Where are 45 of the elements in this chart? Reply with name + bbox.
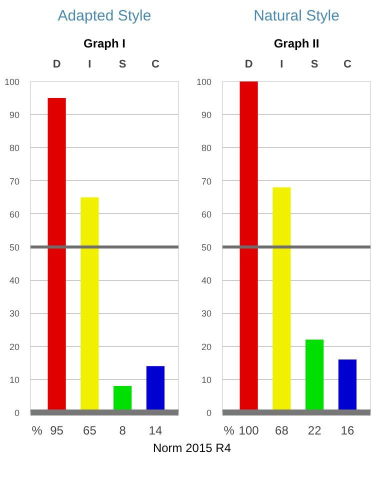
x-tick-label: S (118, 58, 126, 70)
y-tick-label: 40 (9, 276, 20, 286)
y-tick-label: 80 (9, 143, 20, 154)
y-tick-label: 70 (9, 176, 20, 186)
chart-title: Adapted Style (58, 8, 152, 24)
y-tick-label: 50 (201, 242, 212, 252)
y-tick-label: 100 (196, 77, 212, 87)
x-tick-label: S (310, 58, 318, 70)
x-tick-label: C (344, 58, 352, 70)
y-tick-label: 90 (9, 110, 20, 120)
data-label: 95 (50, 424, 64, 438)
y-tick-label: 90 (201, 110, 212, 120)
y-tick-label: 0 (206, 408, 212, 418)
data-label: 22 (308, 424, 322, 438)
y-tick-label: 60 (201, 209, 212, 220)
y-tick-label: 70 (201, 176, 212, 186)
y-tick-label: 0 (14, 408, 20, 418)
chart-subtitle: Graph II (274, 36, 320, 50)
y-tick-label: 40 (201, 276, 212, 286)
text: % (32, 424, 43, 438)
x-tick-label: D (244, 58, 253, 70)
data-label: 8 (119, 424, 126, 438)
y-tick-label: 80 (201, 143, 212, 154)
x-tick-label: I (280, 58, 284, 70)
y-tick-label: 20 (9, 342, 20, 352)
data-label: 14 (148, 424, 162, 438)
x-tick-label: I (88, 58, 92, 70)
y-tick-label: 100 (4, 77, 20, 87)
y-tick-label: 10 (9, 374, 20, 385)
chart-subtitle: Graph I (83, 36, 126, 50)
y-tick-label: 20 (201, 342, 212, 352)
x-tick-label: D (52, 58, 61, 70)
y-tick-label: 10 (201, 374, 212, 385)
y-tick-label: 50 (9, 242, 20, 252)
data-label: 65 (83, 424, 97, 438)
data-label: 68 (275, 424, 289, 438)
y-tick-label: 30 (9, 308, 20, 319)
text: Norm 2015 R4 (152, 440, 232, 457)
chart-title: Natural Style (254, 8, 340, 24)
x-tick-label: C (152, 58, 160, 70)
data-label: 16 (340, 424, 354, 438)
text: % (224, 424, 235, 438)
y-tick-label: 30 (201, 308, 212, 319)
y-tick-label: 60 (9, 209, 20, 220)
data-label: 100 (238, 424, 260, 438)
